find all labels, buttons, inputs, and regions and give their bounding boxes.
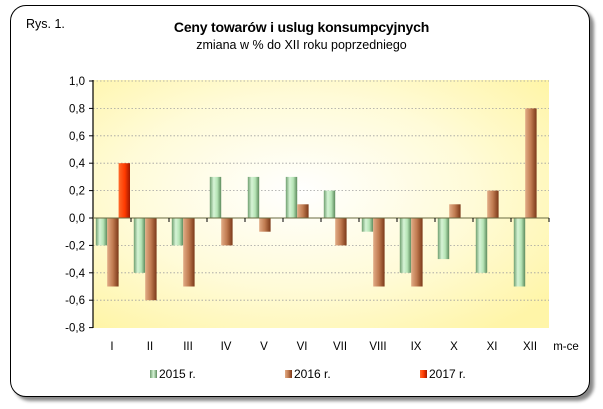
legend-label: 2015 r.: [159, 367, 196, 381]
bar-2016-I: [107, 218, 119, 287]
bar-2016-XI: [487, 190, 499, 218]
bar-2016-VI: [297, 204, 309, 218]
x-tick-label: XI: [487, 341, 498, 353]
x-tick-label: IX: [411, 341, 422, 353]
bar-2015-IV: [209, 176, 222, 218]
legend-item-2016: 2016 r.: [285, 367, 331, 381]
bar-2015-X: [437, 218, 450, 260]
y-tick-label: 0,4: [69, 158, 86, 170]
legend-swatch-icon: [150, 370, 157, 378]
bar-2016-X: [449, 204, 461, 218]
axes: 1,00,80,60,40,20,0-0,2-0,4-0,6-0,8I II III…: [65, 76, 579, 353]
bar-2016-II: [145, 218, 157, 301]
bar-2016-IX: [411, 218, 423, 287]
bar-2016-VIII: [373, 218, 385, 287]
legend-label: 2016 r.: [294, 367, 331, 381]
bar-2015-II: [133, 218, 146, 273]
legend-item-2015: 2015 r.: [150, 367, 196, 381]
bar-2015-IX: [399, 218, 412, 273]
x-tick-label: II: [147, 341, 153, 353]
y-tick-label: 0,6: [69, 131, 85, 143]
bar-2015-VII: [323, 190, 336, 218]
y-tick-label: 0,0: [69, 213, 85, 225]
y-tick-label: -0,6: [65, 295, 85, 307]
plot-area: [93, 80, 549, 328]
bar-2016-III: [183, 218, 195, 287]
bar-2016-IV: [221, 218, 233, 246]
x-tick-label: V: [260, 341, 268, 353]
bars: [95, 108, 537, 301]
bar-2017-I: [118, 163, 130, 218]
x-tick-label: III: [183, 341, 193, 353]
bar-2015-III: [171, 218, 184, 246]
bar-2015-XII: [513, 218, 526, 287]
x-tick-label: VII: [333, 341, 347, 353]
x-tick-label: X: [450, 341, 458, 353]
x-tick-label: I: [110, 341, 113, 353]
gridlines: [93, 80, 549, 301]
bar-2015-VIII: [361, 218, 374, 232]
y-tick-label: 0,8: [69, 103, 85, 115]
bar-2016-XII: [525, 108, 537, 218]
y-tick-label: 0,2: [69, 186, 85, 198]
legend-swatch-icon: [420, 370, 427, 378]
chart-subtitle: zmiana w % do XII roku poprzedniego: [196, 38, 407, 52]
bar-2015-V: [247, 176, 260, 218]
x-tick-label: VI: [297, 341, 308, 353]
legend-swatch-icon: [285, 370, 292, 378]
x-tick-label: VIII: [369, 341, 386, 353]
x-axis-label: m-ce: [553, 341, 579, 353]
x-tick-label: IV: [221, 341, 232, 353]
chart-title: Ceny towarów i uslug konsumpcyjnych: [173, 19, 430, 35]
y-tick-label: 1,0: [69, 76, 85, 88]
bar-2015-I: [95, 218, 108, 246]
y-tick-label: -0,8: [65, 323, 85, 335]
y-tick-label: -0,2: [65, 240, 85, 252]
bar-2016-V: [259, 218, 271, 232]
legend-label: 2017 r.: [429, 367, 466, 381]
x-tick-label: XII: [523, 341, 537, 353]
bar-2015-XI: [475, 218, 488, 273]
y-tick-label: -0,4: [65, 268, 85, 280]
bar-2015-VI: [285, 176, 298, 218]
bar-2016-VII: [335, 218, 347, 246]
figure-label: Rys. 1.: [26, 17, 65, 31]
legend-item-2017: 2017 r.: [420, 367, 466, 381]
